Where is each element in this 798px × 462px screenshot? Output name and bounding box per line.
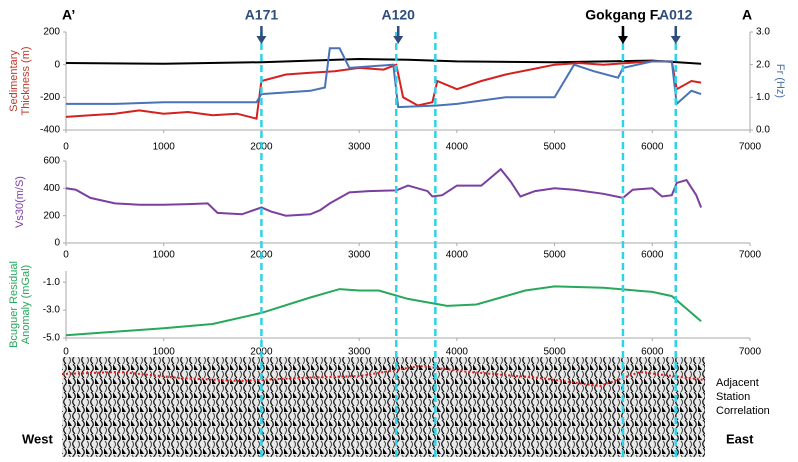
marker-head <box>256 36 266 44</box>
x-tick-label: 6000 <box>641 347 664 358</box>
y2-axis-title: Fr (Hz) <box>774 64 786 98</box>
y-axis-title: Vs30(m/S) <box>14 176 26 228</box>
y-tick-label: -3.0 <box>43 305 61 316</box>
series-line <box>66 48 701 107</box>
marker-label: Gokgang F. <box>585 7 660 23</box>
x-tick-label: 1000 <box>153 347 176 358</box>
x-tick-label: 3000 <box>348 347 371 358</box>
series-line <box>66 286 701 335</box>
figure: West East Adjacent Station Correlation A… <box>0 0 798 457</box>
x-tick-label: 5000 <box>543 142 566 153</box>
x-tick-label: 5000 <box>543 347 566 358</box>
y-tick-label: 200 <box>43 27 60 38</box>
y-tick-label: -1.0 <box>43 277 61 288</box>
series-line <box>66 61 701 118</box>
series-line <box>66 169 701 216</box>
x-tick-label: 1000 <box>153 142 176 153</box>
x-tick-label: 3000 <box>348 250 371 261</box>
note-line: Station <box>716 391 750 403</box>
marker-head <box>393 36 403 44</box>
x-tick-label: 0 <box>63 250 69 261</box>
y2-tick-label: 2.0 <box>756 59 770 70</box>
marker-head <box>671 36 681 44</box>
x-tick-label: 4000 <box>446 347 469 358</box>
x-tick-label: 7000 <box>739 142 762 153</box>
y2-tick-label: 0.0 <box>756 125 770 136</box>
y-tick-label: -400 <box>40 125 60 136</box>
y-axis-title: Sedimentary <box>8 50 20 112</box>
section-right: A <box>742 7 752 23</box>
seismic-image <box>62 357 705 457</box>
x-tick-label: 7000 <box>739 250 762 261</box>
note-line: Adjacent <box>716 377 759 389</box>
x-tick-label: 1000 <box>153 250 176 261</box>
y-tick-label: 400 <box>43 183 60 194</box>
y-axis-title: Thickness (m) <box>20 46 32 115</box>
panel: 010002000300040005000600070000200400600V… <box>14 156 762 261</box>
series-line <box>66 59 701 64</box>
x-tick-label: 0 <box>63 142 69 153</box>
x-tick-label: 4000 <box>446 250 469 261</box>
panel: 01000200030004000500060007000-5.0-3.0-1.… <box>8 261 762 358</box>
x-tick-label: 6000 <box>641 142 664 153</box>
x-tick-label: 3000 <box>348 142 371 153</box>
x-tick-label: 4000 <box>446 142 469 153</box>
marker-label: A120 <box>381 7 415 23</box>
y-tick-label: 600 <box>43 156 60 167</box>
section-left: A’ <box>62 7 75 23</box>
y-tick-label: -200 <box>40 92 60 103</box>
y-axis-title: Bcuguer Residual <box>8 261 20 348</box>
west-label: West <box>22 431 53 446</box>
note-line: Correlation <box>716 405 770 417</box>
x-tick-label: 5000 <box>543 250 566 261</box>
marker-head <box>618 36 628 44</box>
y-tick-label: 0 <box>54 59 60 70</box>
x-tick-label: 6000 <box>641 250 664 261</box>
y-tick-label: 200 <box>43 210 60 221</box>
x-tick-label: 7000 <box>739 347 762 358</box>
marker-label: A171 <box>245 7 279 23</box>
y-tick-label: -5.0 <box>43 333 61 344</box>
x-tick-label: 0 <box>63 347 69 358</box>
y-tick-label: 0 <box>54 238 60 249</box>
east-label: East <box>726 431 754 446</box>
y-axis-title: Anomaly (mGal) <box>20 265 32 344</box>
y2-tick-label: 3.0 <box>756 27 770 38</box>
y2-tick-label: 1.0 <box>756 92 770 103</box>
marker-label: A012 <box>659 7 693 23</box>
